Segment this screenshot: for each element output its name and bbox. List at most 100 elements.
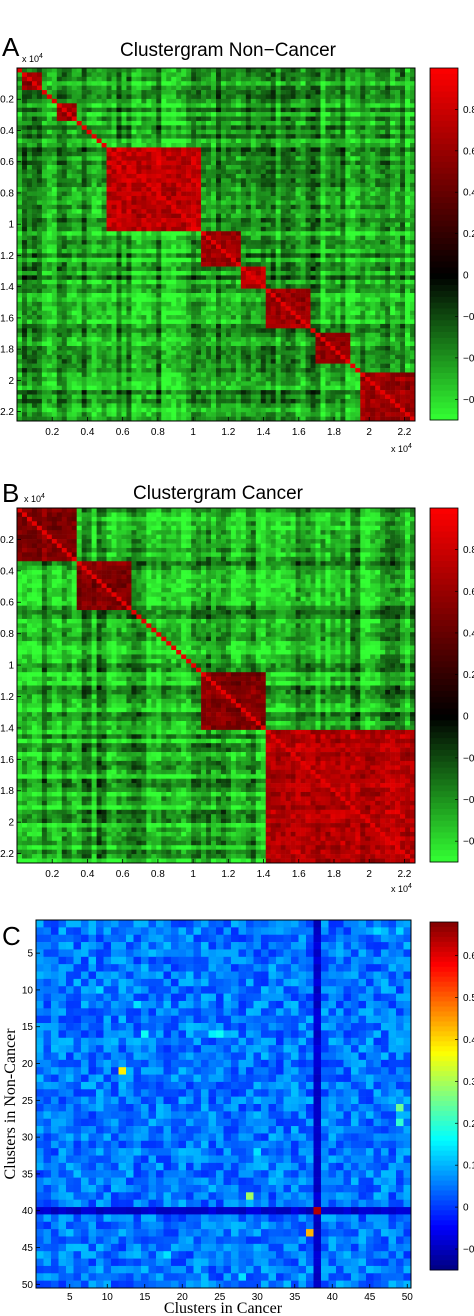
heatmap-cell (240, 195, 247, 201)
heatmap-cell (220, 85, 227, 91)
heatmap-cell (330, 337, 336, 342)
heatmap-cell (310, 218, 316, 223)
heatmap-cell (360, 173, 366, 179)
heatmap-cell (410, 248, 416, 254)
heatmap-cell (230, 94, 237, 100)
heatmap-cell (375, 90, 381, 95)
heatmap-cell (56, 169, 63, 175)
heatmap-cell (66, 187, 73, 192)
heatmap-cell (121, 240, 127, 245)
heatmap-cell (320, 116, 326, 122)
heatmap-cell (230, 76, 237, 82)
heatmap-cell (171, 315, 177, 320)
heatmap-cell (240, 156, 247, 161)
heatmap-cell (410, 323, 416, 329)
heatmap-cell (255, 306, 262, 311)
heatmap-cell (365, 200, 371, 206)
heatmap-cell (285, 222, 291, 228)
heatmap-cell (46, 293, 53, 298)
heatmap-cell (360, 337, 366, 342)
heatmap-cell (151, 156, 157, 161)
heatmap-cell (225, 204, 232, 210)
heatmap-cell (61, 151, 68, 157)
heatmap-cell (101, 195, 107, 201)
heatmap-cell (340, 169, 346, 175)
heatmap-cell (176, 107, 182, 113)
heatmap-cell (181, 301, 187, 307)
heatmap-cell (116, 85, 122, 91)
heatmap-cell (255, 266, 262, 272)
heatmap-cell (235, 125, 242, 131)
heatmap-cell (56, 120, 63, 126)
heatmap-cell (121, 187, 127, 192)
heatmap-cell (400, 147, 406, 153)
heatmap-cell (405, 151, 411, 157)
heatmap-cell (66, 235, 73, 241)
heatmap-cell (335, 226, 341, 232)
heatmap-cell (220, 279, 227, 285)
heatmap-cell (345, 156, 351, 161)
heatmap-cell (211, 297, 217, 303)
heatmap-cell (106, 200, 112, 206)
heatmap-cell (320, 248, 326, 254)
heatmap-cell (230, 218, 237, 223)
heatmap-cell (41, 240, 48, 245)
heatmap-cell (146, 319, 152, 325)
heatmap-cell (365, 182, 371, 188)
heatmap-cell (345, 213, 351, 219)
heatmap-cell (106, 240, 112, 245)
heatmap-cell (240, 279, 247, 285)
heatmap-cell (290, 187, 296, 192)
heatmap-cell (141, 94, 147, 100)
heatmap-cell (66, 138, 73, 144)
heatmap-cell (31, 98, 38, 104)
heatmap-cell (176, 151, 182, 157)
heatmap-cell (56, 231, 63, 236)
heatmap-cell (111, 182, 117, 188)
heatmap-cell (365, 72, 371, 78)
heatmap-cell (255, 301, 262, 307)
heatmap-cell (400, 85, 406, 91)
heatmap-cell (385, 129, 391, 135)
heatmap-cell (166, 222, 172, 228)
heatmap-cell (121, 332, 127, 338)
heatmap-cell (230, 310, 237, 316)
heatmap-cell (405, 138, 411, 144)
heatmap-cell (176, 266, 182, 272)
heatmap-cell (360, 270, 366, 276)
heatmap-cell (56, 288, 63, 294)
heatmap-cell (141, 209, 147, 214)
heatmap-cell (26, 209, 33, 214)
heatmap-cell (101, 98, 107, 104)
heatmap-cell (41, 253, 48, 259)
heatmap-cell (345, 226, 351, 232)
heatmap-cell (51, 310, 58, 316)
heatmap-cell (220, 293, 227, 298)
heatmap-cell (255, 248, 262, 254)
heatmap-cell (315, 253, 321, 259)
heatmap-cell (126, 116, 132, 122)
heatmap-cell (216, 213, 222, 219)
heatmap-cell (106, 182, 112, 188)
heatmap-cell (96, 68, 102, 73)
heatmap-cell (275, 222, 281, 228)
heatmap-cell (255, 68, 262, 73)
heatmap-cell (265, 323, 272, 329)
heatmap-cell (71, 253, 77, 259)
heatmap-cell (146, 107, 152, 113)
heatmap-cell (186, 235, 192, 241)
heatmap-cell (86, 187, 92, 192)
heatmap-cell (46, 94, 53, 100)
heatmap-cell (51, 323, 58, 329)
heatmap-cell (171, 165, 177, 170)
heatmap-cell (191, 337, 197, 342)
heatmap-cell (385, 165, 391, 170)
heatmap-cell (206, 187, 212, 192)
heatmap-cell (56, 279, 63, 285)
heatmap-cell (395, 85, 401, 91)
heatmap-cell (395, 103, 401, 109)
heatmap-cell (350, 98, 356, 104)
heatmap-cell (26, 81, 33, 86)
heatmap-cell (230, 125, 237, 131)
heatmap-cell (275, 288, 281, 294)
